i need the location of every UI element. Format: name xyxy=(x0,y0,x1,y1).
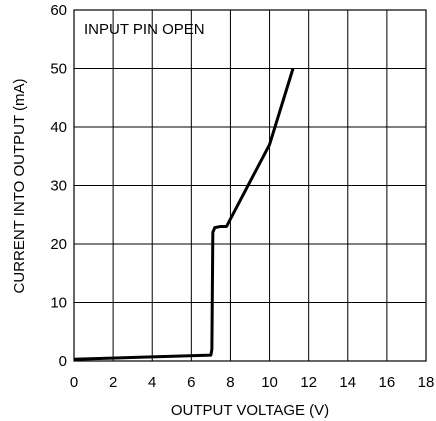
x-tick-label: 16 xyxy=(379,374,396,391)
x-tick-label: 10 xyxy=(261,374,278,391)
y-tick-label: 60 xyxy=(50,2,67,19)
x-tick-label: 12 xyxy=(300,374,317,391)
y-tick-label: 0 xyxy=(59,353,67,370)
y-tick-label: 50 xyxy=(50,61,67,78)
chart-annotation: INPUT PIN OPEN xyxy=(84,21,205,38)
y-tick-label: 40 xyxy=(50,119,67,136)
y-tick-label: 30 xyxy=(50,178,67,195)
x-tick-label: 4 xyxy=(148,374,156,391)
series-layer xyxy=(73,68,295,361)
y-tick-label: 20 xyxy=(50,236,67,253)
y-axis-title: CURRENT INTO OUTPUT (mA) xyxy=(11,78,28,293)
plot-frame xyxy=(73,9,427,362)
y-tick-labels: 0 10 20 30 40 50 60 xyxy=(50,2,67,370)
x-tick-label: 14 xyxy=(339,374,356,391)
x-tick-label: 6 xyxy=(187,374,195,391)
series-line xyxy=(73,68,295,361)
x-tick-label: 2 xyxy=(109,374,117,391)
x-tick-label: 18 xyxy=(418,374,435,391)
frame-layer xyxy=(73,9,427,362)
x-tick-label: 8 xyxy=(226,374,234,391)
x-axis-title: OUTPUT VOLTAGE (V) xyxy=(171,402,329,419)
y-tick-label: 10 xyxy=(50,295,67,312)
x-tick-label: 0 xyxy=(70,374,78,391)
x-tick-labels: 0 2 4 6 8 10 12 14 16 18 xyxy=(70,374,435,391)
grid-layer xyxy=(74,10,426,361)
